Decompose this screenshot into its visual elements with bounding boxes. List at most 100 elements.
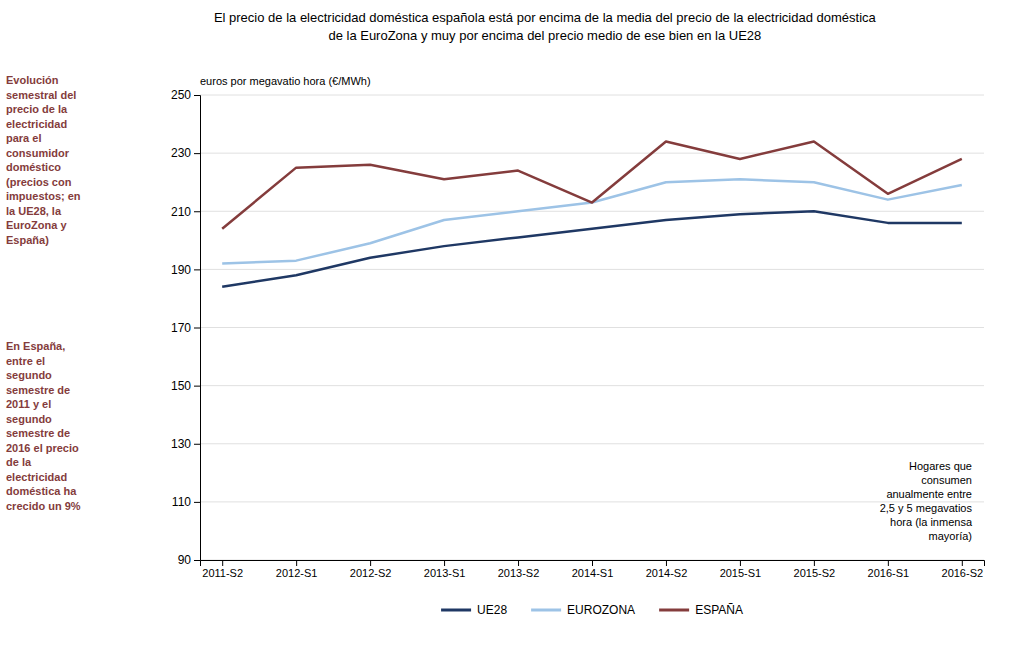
x-tick-mark <box>888 560 889 566</box>
x-tick-label: 2013-S2 <box>498 567 540 579</box>
side-note-line: semestre de <box>6 427 70 439</box>
x-tick: 2016-S2 <box>942 560 984 579</box>
y-tick-label: 150 <box>171 379 191 393</box>
x-tick-mark <box>592 560 593 566</box>
y-tick: 230 <box>171 146 200 160</box>
x-tick-label: 2016-S1 <box>868 567 910 579</box>
side-note-line: impuestos; en <box>6 190 81 202</box>
y-tick-mark <box>194 444 200 445</box>
title-line: de la EuroZona y muy por encima del prec… <box>328 28 761 43</box>
annotation-line: anualmente entre <box>886 488 972 500</box>
x-tick: 2013-S2 <box>498 560 540 579</box>
y-tick-label: 210 <box>171 205 191 219</box>
legend-swatch <box>441 609 471 612</box>
grid-line <box>200 443 984 444</box>
series-group <box>222 142 962 287</box>
side-note-line: doméstica ha <box>6 485 77 497</box>
x-tick-label: 2016-S2 <box>942 567 984 579</box>
y-tick-mark <box>194 95 200 96</box>
annotation: Hogares queconsumenanualmente entre2,5 y… <box>880 460 973 542</box>
x-tick-mark <box>222 560 223 566</box>
y-tick-label: 110 <box>172 495 191 509</box>
y-tick-label: 230 <box>171 146 191 160</box>
y-tick-label: 250 <box>171 88 191 102</box>
side-note-line: crecido un 9% <box>6 500 81 512</box>
side-note-line: España) <box>6 234 49 246</box>
legend-label: ESPAÑA <box>695 603 743 617</box>
legend-item: UE28 <box>441 603 507 617</box>
side-note-line: consumidor <box>6 147 70 159</box>
grid-line <box>200 501 984 502</box>
x-axis-line <box>201 561 985 567</box>
grid-line <box>200 95 984 96</box>
x-tick: 2015-S1 <box>720 560 762 579</box>
side-note-line: 2016 el precio <box>6 442 79 454</box>
title: El precio de la electricidad doméstica e… <box>214 10 877 43</box>
x-tick-mark <box>444 560 445 566</box>
y-tick: 250 <box>171 88 200 102</box>
series-line <box>222 179 962 263</box>
side-note-line: doméstico <box>6 161 61 173</box>
side-note-line: Evolución <box>6 74 59 86</box>
legend-swatch <box>659 609 689 612</box>
y-tick: 110 <box>172 495 200 509</box>
x-tick: 2013-S1 <box>424 560 466 579</box>
y-axis: 90 110 130 150 170 190 210 230 250 <box>171 88 201 567</box>
x-tick-label: 2013-S1 <box>424 567 466 579</box>
x-tick-mark <box>962 560 963 566</box>
side-note-line: En España, <box>6 340 65 352</box>
side-note: En España,entre elsegundosemestre de2011… <box>6 340 81 512</box>
legend-label: EUROZONA <box>567 603 635 617</box>
grid-line <box>200 211 984 212</box>
series-line <box>222 211 962 287</box>
x-tick-mark <box>296 560 297 566</box>
side-note-line: de la <box>6 456 32 468</box>
y-tick-mark <box>194 502 200 503</box>
x-tick: 2012-S2 <box>350 560 392 579</box>
y-axis-title: euros por megavatio hora (€/MWh) <box>200 75 371 87</box>
legend-label: UE28 <box>477 603 507 617</box>
grid-line <box>200 153 984 154</box>
legend-item: ESPAÑA <box>659 603 743 617</box>
y-tick-mark <box>194 269 200 270</box>
x-tick-mark <box>370 560 371 566</box>
side-note: Evoluciónsemestral delprecio de laelectr… <box>6 74 81 246</box>
y-tick-mark <box>194 153 200 154</box>
annotation-line: 2,5 y 5 megavatios <box>880 502 973 514</box>
x-tick-label: 2012-S1 <box>276 567 318 579</box>
y-tick-mark <box>194 560 200 561</box>
side-note-line: entre el <box>6 355 45 367</box>
y-tick-label: 190 <box>171 263 191 277</box>
side-note-line: para el <box>6 132 41 144</box>
x-tick: 2014-S1 <box>572 560 614 579</box>
side-note-line: semestre de <box>6 384 70 396</box>
plot-area: 90 110 130 150 170 190 210 230 250 2011-S2 2012-S1… <box>171 75 985 579</box>
side-note-line: semestral del <box>6 89 76 101</box>
y-tick-mark <box>194 211 200 212</box>
x-tick: 2015-S2 <box>794 560 836 579</box>
x-tick-mark <box>740 560 741 566</box>
x-tick-label: 2015-S2 <box>794 567 836 579</box>
y-axis-line <box>194 96 201 561</box>
title-line: El precio de la electricidad doméstica e… <box>214 10 877 25</box>
series-line <box>222 142 962 229</box>
x-axis: 2011-S2 2012-S1 2012-S2 2013-S1 2013-S2 2014-… <box>201 560 985 579</box>
grid-line <box>200 385 984 386</box>
legend-swatch <box>531 609 561 612</box>
side-note-line: EuroZona y <box>6 219 67 231</box>
y-tick-mark <box>194 386 200 387</box>
y-tick-label: 90 <box>178 553 192 567</box>
grid <box>200 95 984 560</box>
side-note-line: segundo <box>6 369 52 381</box>
y-tick-label: 130 <box>171 437 191 451</box>
x-tick-label: 2015-S1 <box>720 567 762 579</box>
x-tick-label: 2011-S2 <box>202 567 243 579</box>
legend-item: EUROZONA <box>531 603 635 617</box>
chart: El precio de la electricidad doméstica e… <box>0 0 1009 645</box>
side-note-line: (precios con <box>6 176 72 188</box>
annotation-line: Hogares que <box>909 460 972 472</box>
y-tick: 170 <box>171 321 200 335</box>
y-tick: 210 <box>171 205 200 219</box>
y-tick: 90 <box>178 553 200 567</box>
x-tick: 2011-S2 <box>202 560 243 579</box>
